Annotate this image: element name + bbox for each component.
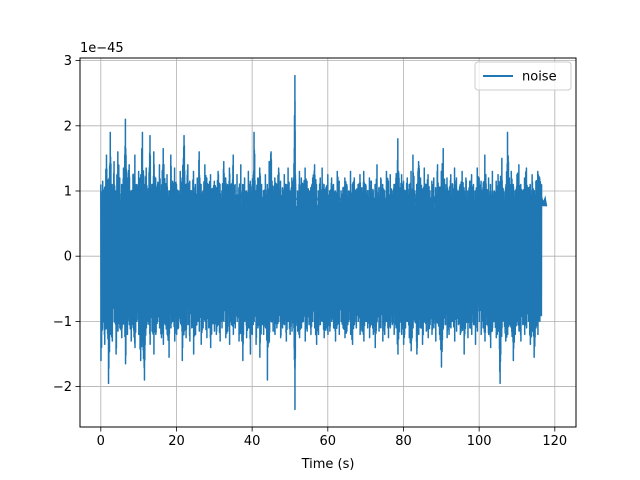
y-offset-label: 1e−45 (80, 41, 124, 56)
legend-label-noise: noise (522, 70, 557, 85)
x-tick-label: 20 (168, 434, 185, 449)
y-axis: −2 −1 0 1 2 3 (53, 54, 80, 395)
y-tick-label: −2 (53, 380, 72, 395)
y-tick-label: 1 (64, 184, 72, 199)
x-tick-label: 80 (395, 434, 412, 449)
y-tick-label: 0 (64, 250, 72, 265)
x-tick-label: 120 (542, 434, 567, 449)
series-noise-line (100, 74, 543, 411)
y-tick-label: 2 (64, 119, 72, 134)
x-axis: 0 20 40 60 80 100 120 (97, 427, 567, 449)
x-axis-label: Time (s) (301, 457, 355, 472)
x-tick-label: 0 (97, 434, 105, 449)
series-layer (100, 74, 548, 411)
legend-box (474, 61, 572, 91)
legend: noise (474, 61, 572, 91)
x-tick-label: 40 (244, 434, 261, 449)
x-tick-label: 100 (467, 434, 492, 449)
x-tick-label: 60 (320, 434, 337, 449)
y-tick-label: 3 (64, 54, 72, 69)
y-tick-label: −1 (53, 315, 72, 330)
